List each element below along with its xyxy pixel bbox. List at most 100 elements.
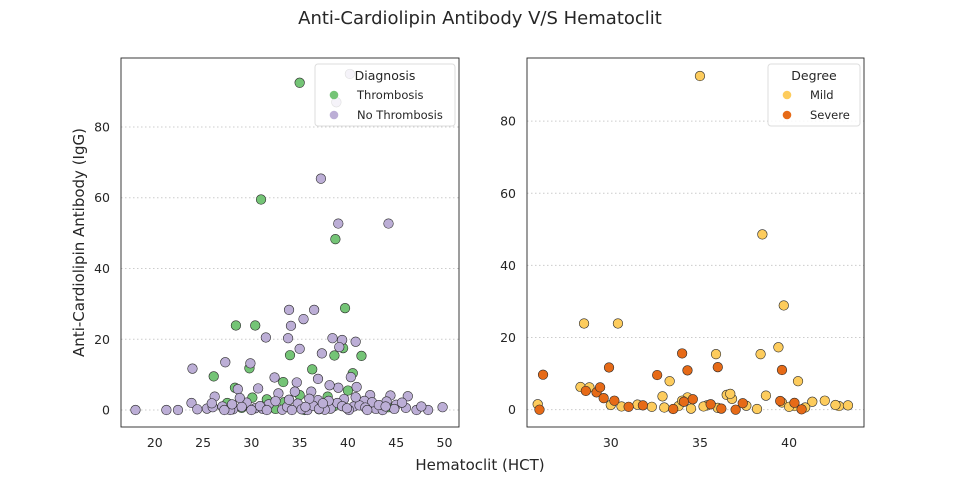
- data-point: [208, 371, 219, 382]
- data-point: [694, 70, 706, 82]
- data-point: [261, 404, 272, 416]
- data-point: [345, 372, 356, 383]
- data-point: [609, 395, 620, 406]
- data-point: [842, 400, 854, 411]
- y-tick-label: 20: [500, 330, 516, 345]
- y-tick-label: 20: [94, 332, 110, 347]
- data-point: [307, 364, 318, 375]
- data-point: [416, 401, 427, 412]
- data-point: [716, 403, 727, 414]
- figure-title: Anti-Cardiolipin Antibody V/S Hematoclit: [298, 8, 662, 29]
- legend-label: Mild: [810, 88, 834, 102]
- x-tick-label: 40: [340, 435, 356, 450]
- data-point: [807, 396, 818, 407]
- data-point: [725, 388, 736, 399]
- data-point: [219, 404, 230, 416]
- data-point: [534, 404, 545, 415]
- x-tick-label: 30: [243, 435, 259, 450]
- data-point: [580, 385, 591, 397]
- data-point: [595, 382, 606, 393]
- data-point: [234, 392, 245, 404]
- series-no-thrombosis: [130, 68, 448, 416]
- data-point: [760, 390, 772, 401]
- data-point: [710, 349, 722, 360]
- legend: Degree Mild Severe: [767, 63, 861, 127]
- data-point: [324, 380, 335, 391]
- data-point: [283, 304, 295, 315]
- data-point: [278, 376, 289, 388]
- data-point: [220, 357, 231, 368]
- data-point: [537, 369, 549, 380]
- y-tick-label: 60: [500, 186, 516, 201]
- data-point: [350, 336, 361, 347]
- data-point: [245, 358, 256, 369]
- legend-box: [314, 63, 456, 127]
- data-point: [664, 376, 675, 387]
- data-point: [402, 391, 413, 402]
- y-tick-label: 80: [94, 119, 110, 134]
- data-point: [298, 313, 309, 325]
- data-point: [598, 393, 609, 404]
- data-point: [383, 218, 394, 229]
- data-point: [327, 333, 338, 344]
- data-point: [304, 393, 315, 404]
- data-point: [659, 402, 670, 413]
- data-point: [317, 398, 328, 409]
- y-tick-label: 40: [94, 261, 110, 276]
- legend-title: Diagnosis: [355, 68, 416, 83]
- y-tick-label: 80: [500, 114, 516, 129]
- y-tick-label: 0: [508, 402, 516, 417]
- data-point: [316, 348, 327, 359]
- data-point: [396, 397, 408, 408]
- data-point: [389, 403, 400, 415]
- plot-frame: [526, 57, 865, 428]
- data-point: [730, 404, 741, 415]
- data-point: [294, 77, 305, 88]
- x-tick-label: 35: [292, 435, 308, 450]
- data-point: [342, 385, 354, 396]
- x-tick-label: 45: [388, 435, 404, 450]
- data-point: [612, 318, 624, 329]
- data-point: [603, 362, 615, 373]
- data-point: [687, 394, 698, 405]
- data-point: [351, 381, 362, 393]
- data-point: [362, 404, 373, 416]
- data-point: [677, 348, 688, 359]
- data-point: [192, 404, 203, 415]
- data-point: [657, 391, 668, 402]
- data-point: [253, 383, 264, 394]
- data-point: [776, 364, 788, 376]
- x-tick-label: 40: [781, 435, 797, 450]
- data-point: [668, 403, 679, 415]
- data-point: [250, 320, 261, 331]
- data-point: [289, 386, 300, 397]
- data-point: [712, 362, 723, 373]
- data-point: [830, 399, 841, 411]
- data-point: [792, 376, 804, 387]
- data-point: [260, 332, 271, 343]
- series-thrombosis: [208, 77, 394, 416]
- data-point: [269, 372, 280, 383]
- data-point: [682, 365, 693, 376]
- x-tick-label: 50: [437, 435, 453, 450]
- legend-marker: [329, 90, 339, 100]
- data-point: [206, 398, 217, 409]
- data-point: [685, 403, 697, 414]
- panel-1: 0 20 40 60 80 20 25 30 35 40 45 50 Anti-Cardiolipin …: [70, 57, 460, 450]
- data-point: [778, 300, 789, 311]
- data-point: [300, 401, 311, 412]
- legend-label: No Thrombosis: [357, 108, 443, 122]
- panel-2: 0 20 40 60 80 30 35 40 Degree Mild Severe: [500, 57, 865, 450]
- data-point: [282, 333, 294, 344]
- legend-marker: [329, 110, 339, 120]
- data-point: [255, 194, 267, 205]
- data-point: [291, 377, 302, 388]
- data-point: [737, 398, 748, 409]
- data-point: [755, 349, 766, 360]
- y-tick-label: 60: [94, 190, 110, 205]
- legend-label: Thrombosis: [356, 88, 424, 102]
- data-point: [334, 341, 345, 353]
- legend-marker: [782, 110, 792, 120]
- data-point: [294, 343, 305, 354]
